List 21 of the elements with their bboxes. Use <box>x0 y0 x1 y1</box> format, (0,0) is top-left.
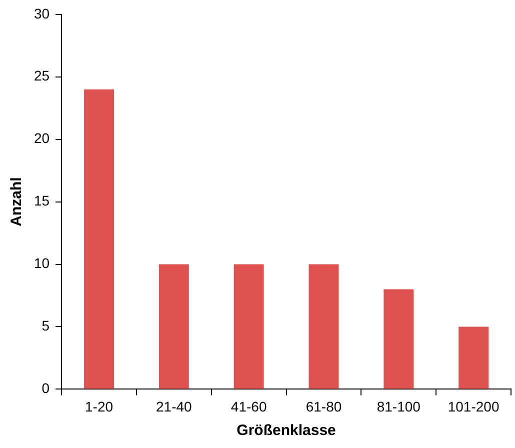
bar <box>158 264 189 389</box>
y-axis-title: Anzahl <box>8 177 26 226</box>
y-tick-label: 20 <box>34 130 50 146</box>
y-tick-label: 15 <box>34 192 50 209</box>
bar <box>234 264 264 389</box>
x-tick-label: 21-40 <box>156 398 192 414</box>
y-tick-label: 10 <box>34 255 50 272</box>
x-tick-label: 101-200 <box>448 398 500 414</box>
bar <box>308 264 339 389</box>
x-tick-label: 41-60 <box>230 398 267 414</box>
x-tick-label: 61-80 <box>306 398 342 414</box>
y-tick-label: 5 <box>42 318 50 334</box>
bar <box>84 89 114 389</box>
bar <box>384 289 414 389</box>
y-tick-label: 0 <box>42 380 50 396</box>
x-tick-label: 1-20 <box>85 398 114 414</box>
x-tick-label: 81-100 <box>376 398 421 414</box>
y-tick-label: 30 <box>34 5 50 22</box>
bar <box>458 326 489 389</box>
x-axis-title: Größenklasse <box>236 422 336 440</box>
y-tick-label: 25 <box>34 68 50 84</box>
